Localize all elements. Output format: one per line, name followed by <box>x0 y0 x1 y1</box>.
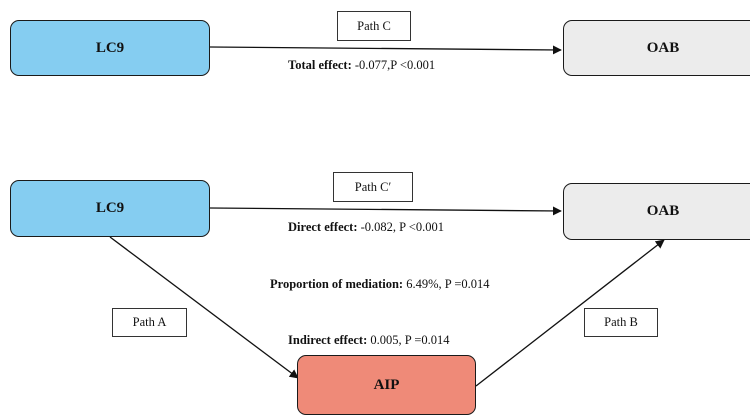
path-b-text: Path B <box>604 315 638 329</box>
mediator-box: AIP <box>297 355 476 415</box>
total-effect-value: -0.077,P <0.001 <box>354 58 436 72</box>
arrow-path-a <box>109 236 299 379</box>
path-c-prime-label: Path C′ <box>333 172 413 202</box>
exposure-box-mediation: LC9 <box>10 180 210 237</box>
arrow-path-c <box>209 45 562 55</box>
indirect-effect-value: 0.005, P =0.014 <box>370 333 450 347</box>
exposure-box-top: LC9 <box>10 20 210 76</box>
direct-effect: Direct effect: -0.082, P <0.001 <box>288 220 444 235</box>
path-c-prime-text: Path C′ <box>354 179 392 194</box>
indirect-effect-label: Indirect effect: <box>288 333 368 347</box>
arrow-path-b <box>475 239 665 387</box>
path-a-label: Path A <box>112 308 187 337</box>
path-c-label: Path C <box>337 11 411 41</box>
total-effect-label: Total effect: <box>288 58 352 72</box>
arrow-path-c-prime <box>209 206 562 216</box>
path-a-text: Path A <box>132 315 167 329</box>
outcome-box-top: OAB <box>563 20 750 76</box>
exposure-label-mediation: LC9 <box>95 200 125 216</box>
path-b-label: Path B <box>584 308 658 337</box>
outcome-label-top: OAB <box>646 39 680 56</box>
direct-effect-label: Direct effect: <box>288 220 358 234</box>
indirect-effect: Indirect effect: 0.005, P =0.014 <box>288 333 450 348</box>
outcome-box-mediation: OAB <box>563 183 750 240</box>
total-effect: Total effect: -0.077,P <0.001 <box>288 58 435 73</box>
proportion-value: 6.49%, P =0.014 <box>406 277 490 291</box>
direct-effect-value: -0.082, P <0.001 <box>360 220 444 234</box>
mediator-label: AIP <box>373 376 400 393</box>
exposure-label-top: LC9 <box>95 39 125 56</box>
outcome-label-mediation: OAB <box>646 203 680 219</box>
path-c-text: Path C <box>357 18 391 33</box>
proportion-of-mediation: Proportion of mediation: 6.49%, P =0.014 <box>270 277 490 292</box>
proportion-label: Proportion of mediation: <box>270 277 404 291</box>
